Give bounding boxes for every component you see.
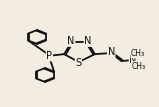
Text: P: P: [46, 51, 52, 61]
Text: N: N: [129, 55, 137, 65]
Text: N: N: [67, 36, 75, 46]
Text: CH₃: CH₃: [131, 62, 145, 71]
Text: N: N: [107, 47, 115, 57]
Text: CH₃: CH₃: [131, 49, 145, 58]
Text: N: N: [84, 36, 92, 46]
Text: S: S: [75, 58, 81, 68]
